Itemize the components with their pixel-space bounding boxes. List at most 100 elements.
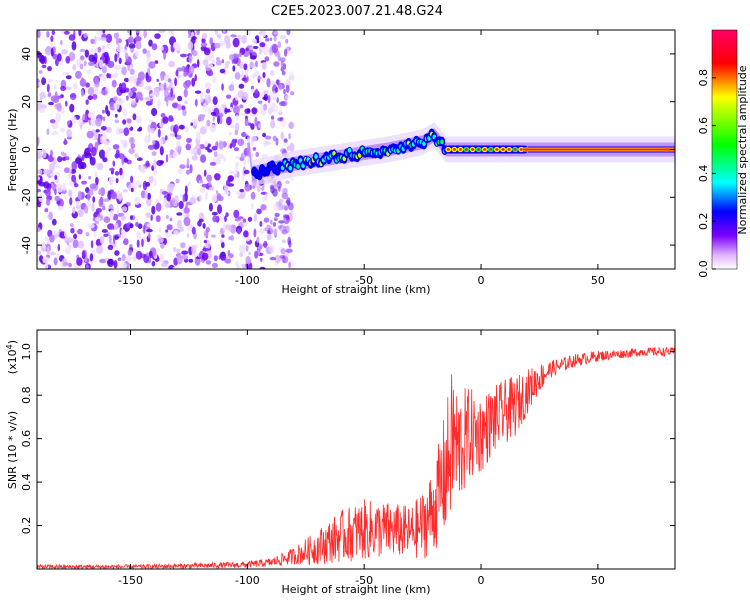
- noise-blob: [198, 212, 204, 222]
- noise-blob: [266, 234, 272, 241]
- noise-blob: [288, 132, 291, 140]
- noise-blob: [276, 79, 280, 86]
- noise-blob: [101, 205, 106, 211]
- noise-blob: [230, 235, 235, 241]
- noise-blob: [186, 137, 192, 143]
- noise-blob: [122, 119, 127, 125]
- noise-blob: [118, 128, 125, 134]
- noise-blob: [144, 190, 148, 200]
- noise-blob: [38, 194, 45, 202]
- spectrogram-x-label: Height of straight line (km): [281, 283, 430, 296]
- noise-blob: [168, 30, 173, 36]
- signal-flat-peak: [519, 148, 523, 151]
- noise-blob: [85, 82, 90, 88]
- noise-blob: [186, 233, 190, 238]
- noise-blob: [114, 64, 122, 71]
- noise-blob: [279, 34, 287, 40]
- noise-blob: [81, 154, 85, 161]
- noise-blob: [87, 111, 95, 119]
- noise-blob: [283, 63, 287, 70]
- noise-blob: [191, 36, 197, 40]
- signal-flat-peak: [495, 148, 499, 151]
- noise-blob: [186, 80, 192, 87]
- signal-flat-peak: [471, 148, 475, 151]
- noise-blob: [271, 43, 279, 54]
- noise-blob: [209, 37, 214, 46]
- noise-blob: [165, 135, 168, 141]
- noise-blob: [67, 237, 75, 243]
- noise-blob: [163, 82, 167, 91]
- noise-blob: [153, 177, 157, 187]
- noise-blob: [49, 172, 57, 177]
- noise-blob: [48, 211, 53, 221]
- noise-blob: [165, 229, 169, 233]
- noise-blob: [132, 74, 137, 84]
- noise-blob: [38, 181, 46, 187]
- noise-blob: [224, 108, 232, 113]
- noise-blob: [114, 250, 120, 256]
- noise-blob: [175, 178, 180, 184]
- noise-blob: [241, 34, 247, 44]
- noise-blob: [209, 124, 217, 133]
- noise-blob: [90, 240, 94, 249]
- noise-blob: [186, 169, 190, 175]
- spectrogram-y-tick-label: 40: [20, 47, 33, 61]
- colorbar-scale: [711, 29, 738, 270]
- noise-blob: [118, 193, 123, 202]
- noise-blob: [102, 30, 106, 34]
- snr-y-tick-label: 1.0: [20, 343, 33, 361]
- noise-blob: [38, 108, 46, 113]
- noise-blob: [90, 38, 95, 45]
- noise-blob: [51, 30, 55, 35]
- noise-blob: [211, 262, 218, 268]
- noise-blob: [243, 230, 249, 238]
- noise-blob: [126, 95, 129, 101]
- noise-blob: [234, 129, 239, 136]
- noise-blob: [217, 204, 222, 214]
- noise-blob: [88, 54, 95, 62]
- snr-y-tick-label: 0.8: [20, 386, 33, 404]
- noise-blob: [69, 103, 75, 113]
- noise-blob: [122, 189, 128, 193]
- noise-blob: [198, 144, 206, 149]
- noise-blob: [195, 244, 198, 249]
- spectrogram-x-tick-label: -100: [235, 274, 260, 287]
- noise-blob: [185, 202, 188, 212]
- noise-blob: [215, 60, 222, 66]
- noise-blob: [241, 77, 247, 82]
- noise-blob: [182, 194, 186, 203]
- noise-blob: [207, 70, 214, 77]
- noise-blob: [184, 185, 188, 194]
- noise-blob: [116, 44, 123, 53]
- noise-blob: [174, 195, 179, 204]
- noise-blob: [226, 94, 232, 99]
- noise-blob: [173, 246, 177, 253]
- noise-blob: [197, 148, 202, 156]
- noise-blob: [37, 176, 41, 181]
- noise-blob: [124, 52, 129, 60]
- noise-blob: [80, 55, 85, 61]
- noise-blob: [185, 143, 192, 151]
- noise-blob: [252, 90, 260, 99]
- noise-blob: [288, 121, 295, 130]
- noise-blob: [75, 157, 83, 165]
- noise-blob: [90, 117, 97, 127]
- noise-blob: [88, 61, 95, 66]
- noise-blob: [218, 40, 226, 47]
- noise-blob: [54, 188, 57, 196]
- noise-blob: [165, 154, 169, 163]
- noise-blob: [257, 100, 263, 104]
- noise-blob: [214, 30, 218, 35]
- noise-blob: [156, 78, 159, 82]
- noise-blob: [45, 262, 49, 269]
- noise-blob: [37, 188, 42, 193]
- noise-blob: [158, 30, 166, 33]
- noise-blob: [146, 223, 152, 228]
- noise-blob: [236, 263, 240, 269]
- noise-blob: [99, 258, 107, 264]
- noise-blob: [229, 124, 235, 129]
- noise-blob: [235, 114, 239, 122]
- noise-blob: [145, 160, 150, 167]
- noise-blob: [57, 156, 63, 163]
- noise-blob: [76, 257, 83, 266]
